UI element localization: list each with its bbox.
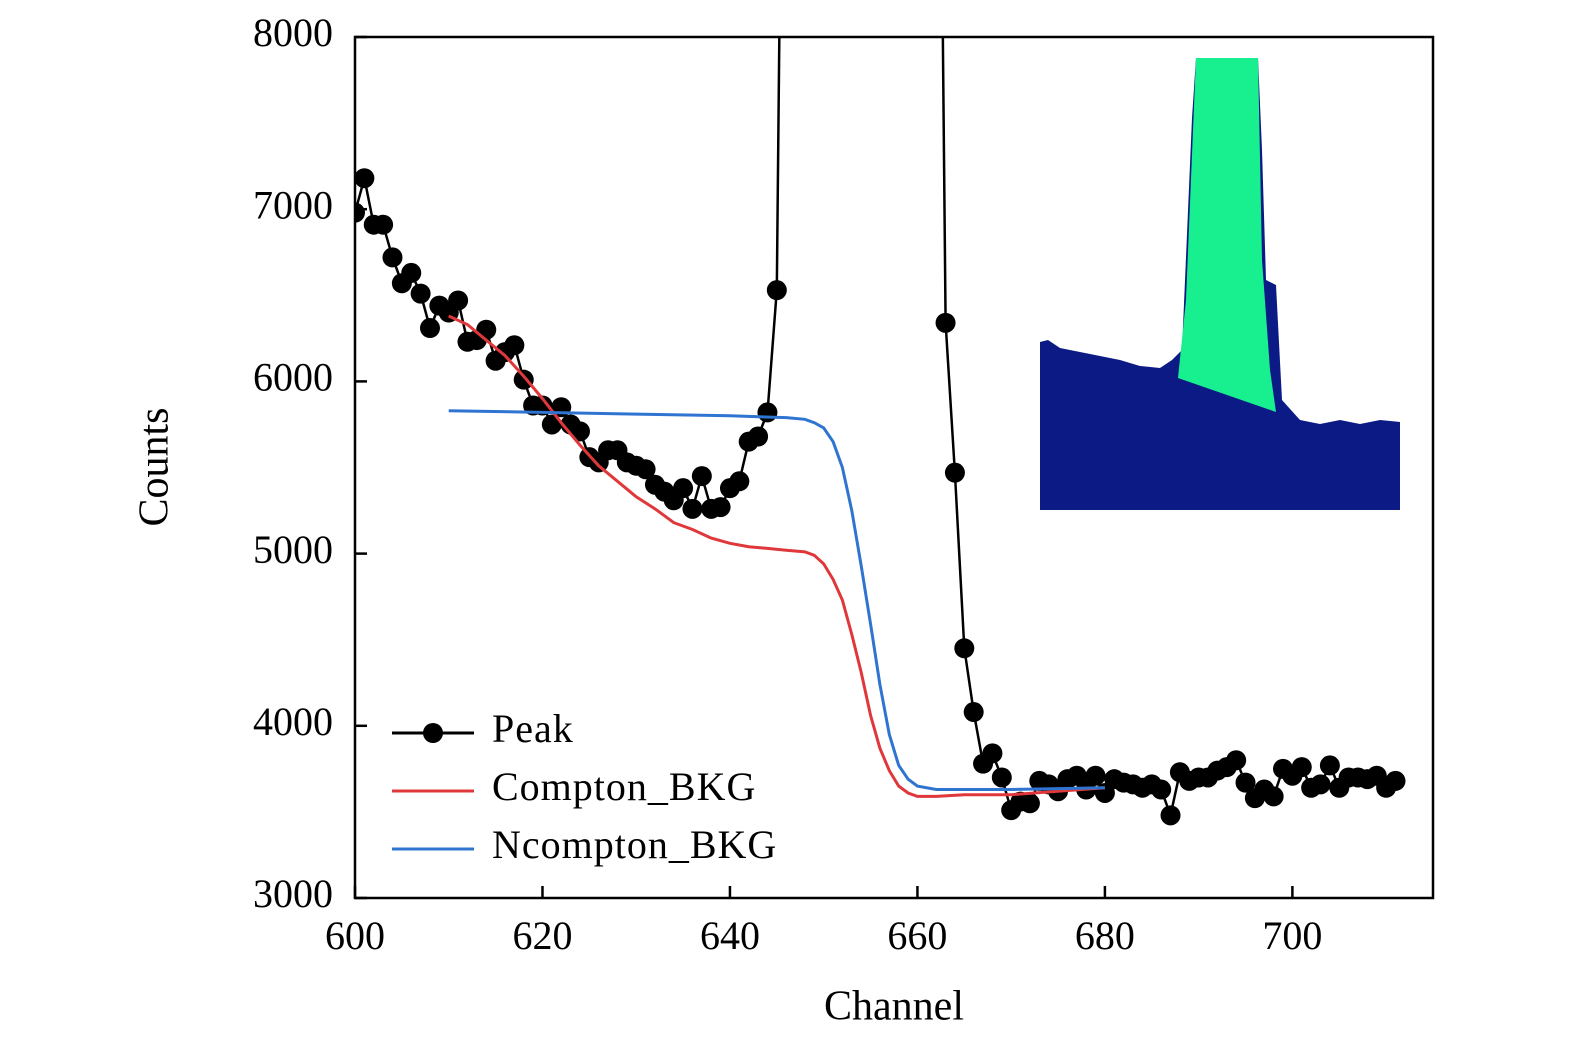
x-tick-label: 680 <box>1075 913 1135 958</box>
data-point <box>1235 772 1256 793</box>
y-tick-label: 5000 <box>253 527 333 572</box>
data-point <box>1085 765 1106 786</box>
data-point <box>448 290 469 311</box>
data-point <box>1291 757 1312 778</box>
series-line <box>448 314 1106 798</box>
data-point <box>944 462 965 483</box>
data-point <box>1310 774 1331 795</box>
data-point <box>382 247 403 268</box>
data-point <box>1160 805 1181 826</box>
data-point <box>766 280 787 301</box>
y-tick-label: 8000 <box>253 10 333 55</box>
data-point <box>569 421 590 442</box>
data-point <box>757 402 778 423</box>
data-point <box>1263 786 1284 807</box>
data-point <box>410 283 431 304</box>
data-point <box>355 168 375 189</box>
data-point <box>1226 750 1247 771</box>
data-point <box>954 638 975 659</box>
x-axis-label: Channel <box>824 984 964 1030</box>
data-point <box>991 767 1012 788</box>
y-tick-label: 4000 <box>253 699 333 744</box>
x-tick-label: 660 <box>887 913 947 958</box>
data-point <box>532 395 553 416</box>
data-point <box>1319 755 1340 776</box>
y-tick-label: 3000 <box>253 871 333 916</box>
plot-frame <box>353 35 1435 900</box>
data-point <box>935 312 956 333</box>
y-tick-label: 7000 <box>253 182 333 227</box>
data-point <box>963 702 984 723</box>
series-line <box>448 409 1105 791</box>
y-tick-label: 6000 <box>253 355 333 400</box>
data-point <box>635 459 656 480</box>
plot-area <box>355 37 1406 826</box>
y-axis-label: Counts <box>132 407 178 526</box>
data-point <box>373 214 394 235</box>
inset-image <box>1040 58 1400 510</box>
legend-marker <box>423 723 443 743</box>
inset-peak <box>1178 58 1276 412</box>
data-point <box>729 471 750 492</box>
data-point <box>1019 793 1040 814</box>
x-tick-label: 640 <box>700 913 760 958</box>
data-point <box>748 426 769 447</box>
data-point <box>1385 770 1406 791</box>
data-point <box>982 743 1003 764</box>
data-point <box>504 335 525 356</box>
data-point <box>1151 779 1172 800</box>
data-point <box>401 262 422 283</box>
data-point <box>419 318 440 339</box>
legend-label: Compton_BKG <box>492 764 756 809</box>
data-point <box>673 478 694 499</box>
x-tick-label: 700 <box>1262 913 1322 958</box>
data-point <box>355 202 365 223</box>
data-point <box>710 497 731 518</box>
legend-label: Ncompton_BKG <box>492 822 777 867</box>
legend-label: Peak <box>492 706 574 751</box>
data-point <box>513 369 534 390</box>
x-tick-label: 620 <box>512 913 572 958</box>
x-tick-label: 600 <box>325 913 385 958</box>
data-point <box>476 319 497 340</box>
data-point <box>691 466 712 487</box>
data-point <box>682 498 703 519</box>
